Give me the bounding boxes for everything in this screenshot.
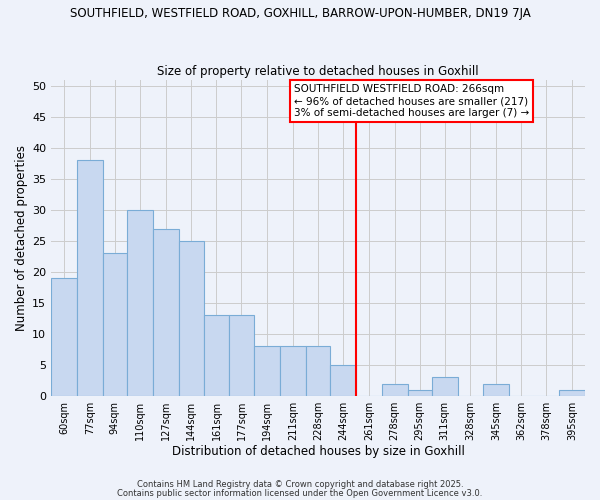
Bar	[229, 316, 254, 396]
Bar	[51, 278, 77, 396]
Bar	[280, 346, 306, 396]
Bar	[559, 390, 585, 396]
Bar	[330, 365, 356, 396]
Bar	[306, 346, 330, 396]
Bar	[407, 390, 432, 396]
Y-axis label: Number of detached properties: Number of detached properties	[15, 145, 28, 331]
Text: SOUTHFIELD, WESTFIELD ROAD, GOXHILL, BARROW-UPON-HUMBER, DN19 7JA: SOUTHFIELD, WESTFIELD ROAD, GOXHILL, BAR…	[70, 8, 530, 20]
Text: SOUTHFIELD WESTFIELD ROAD: 266sqm
← 96% of detached houses are smaller (217)
3% : SOUTHFIELD WESTFIELD ROAD: 266sqm ← 96% …	[294, 84, 529, 117]
Bar	[382, 384, 407, 396]
Bar	[103, 254, 127, 396]
Bar	[205, 316, 229, 396]
Bar	[153, 228, 179, 396]
Text: Contains HM Land Registry data © Crown copyright and database right 2025.: Contains HM Land Registry data © Crown c…	[137, 480, 463, 489]
Title: Size of property relative to detached houses in Goxhill: Size of property relative to detached ho…	[157, 66, 479, 78]
Bar	[432, 378, 458, 396]
Bar	[179, 241, 205, 396]
X-axis label: Distribution of detached houses by size in Goxhill: Distribution of detached houses by size …	[172, 444, 464, 458]
Bar	[484, 384, 509, 396]
Bar	[77, 160, 103, 396]
Text: Contains public sector information licensed under the Open Government Licence v3: Contains public sector information licen…	[118, 489, 482, 498]
Bar	[127, 210, 153, 396]
Bar	[254, 346, 280, 396]
